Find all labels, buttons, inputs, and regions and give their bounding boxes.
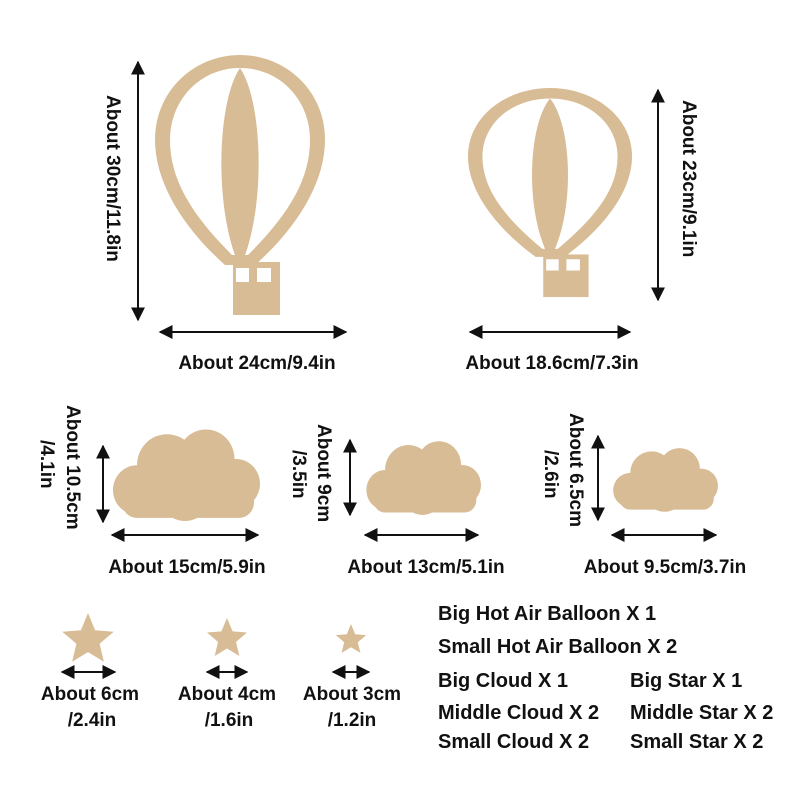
contents-middle-star: Middle Star X 2	[630, 702, 774, 724]
middle-star-size-label-in: /1.6in	[204, 710, 254, 731]
big-star	[62, 613, 114, 662]
small-hot-air-balloon	[467, 88, 633, 298]
contents-small-balloon: Small Hot Air Balloon X 2	[438, 636, 678, 658]
small-balloon-height-label: About 23cm/9.1in	[678, 100, 699, 258]
small-balloon-width-label: About 18.6cm/7.3in	[465, 353, 639, 374]
small-star-size-label: About 3cm	[302, 684, 402, 705]
middle-cloud-height-label: About 9cm	[313, 424, 334, 523]
small-cloud-width-label: About 9.5cm/3.7in	[583, 557, 747, 578]
small-cloud	[613, 448, 718, 512]
big-balloon-width-label: About 24cm/9.4in	[178, 353, 336, 374]
middle-cloud-width-label: About 13cm/5.1in	[347, 557, 505, 578]
small-cloud-height-label: About 6.5cm	[565, 413, 586, 528]
big-cloud-width-label: About 15cm/5.9in	[108, 557, 266, 578]
contents-big-balloon: Big Hot Air Balloon X 1	[438, 603, 657, 625]
contents-middle-cloud: Middle Cloud X 2	[438, 702, 600, 724]
small-star-size-label-in: /1.2in	[327, 710, 377, 731]
middle-star	[207, 618, 247, 656]
big-cloud	[113, 429, 260, 521]
middle-cloud-height-label-in: /3.5in	[288, 450, 309, 499]
contents-small-star: Small Star X 2	[630, 731, 764, 753]
small-cloud-height-label-in: /2.6in	[540, 450, 561, 499]
middle-cloud	[366, 441, 481, 515]
contents-small-cloud: Small Cloud X 2	[438, 731, 590, 753]
contents-big-star: Big Star X 1	[630, 670, 743, 692]
small-star	[335, 624, 367, 653]
middle-star-size-label: About 4cm	[177, 684, 277, 705]
big-star-size-label-in: /2.4in	[67, 710, 117, 731]
contents-big-cloud: Big Cloud X 1	[438, 670, 568, 692]
big-star-size-label: About 6cm	[40, 684, 140, 705]
big-cloud-height-label-in: /4.1in	[36, 440, 57, 489]
big-hot-air-balloon	[155, 55, 325, 315]
big-cloud-height-label: About 10.5cm	[62, 405, 83, 530]
big-balloon-height-label: About 30cm/11.8in	[102, 95, 123, 262]
